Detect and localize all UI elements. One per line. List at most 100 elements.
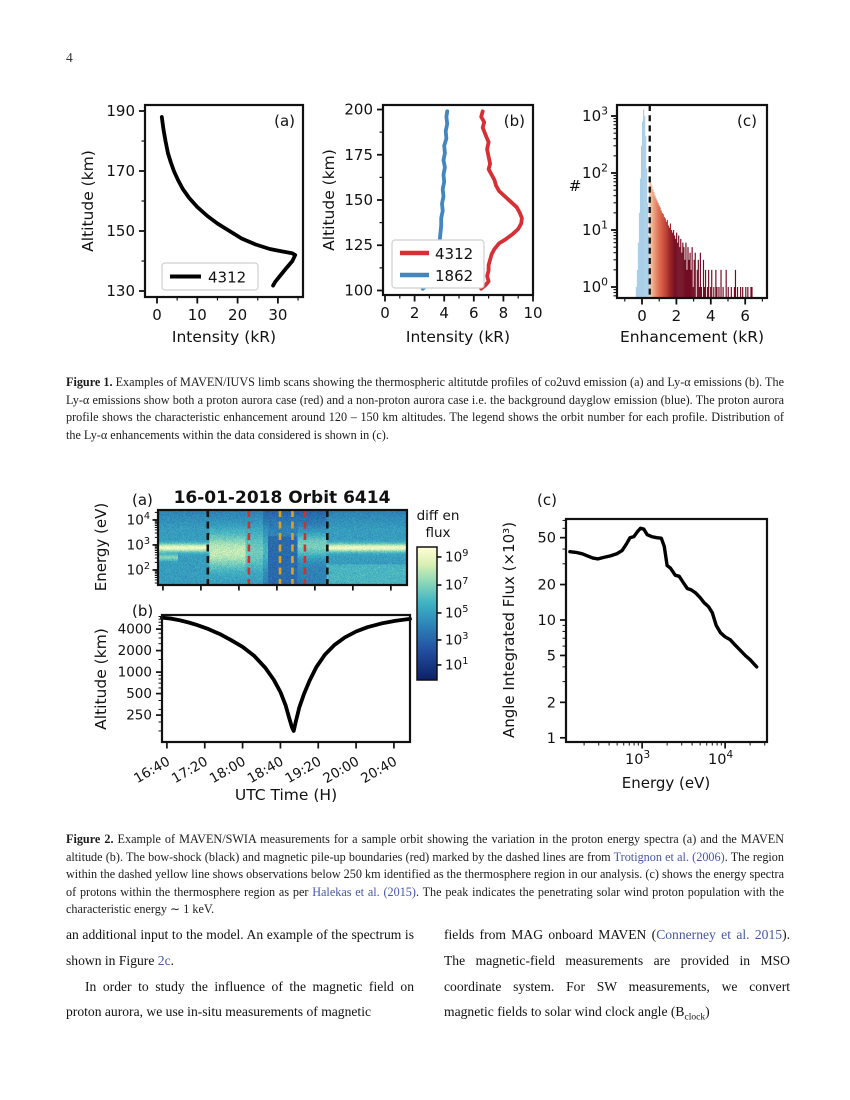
panel-letter: (a) bbox=[274, 112, 295, 130]
y-tick-label: 1 bbox=[547, 731, 556, 747]
citation-link[interactable]: Halekas et al. (2015) bbox=[312, 884, 416, 899]
y-tick-label: 100 bbox=[582, 276, 608, 296]
histogram-bar bbox=[656, 200, 658, 298]
histogram-bar bbox=[704, 269, 707, 298]
histogram-bar bbox=[689, 252, 691, 298]
histogram-bar bbox=[639, 178, 642, 298]
body-column-right: fields from MAG onboard MAVEN (Connerney… bbox=[444, 922, 790, 1032]
x-tick-label: 0 bbox=[152, 306, 162, 324]
y-tick-label: 102 bbox=[582, 162, 608, 182]
y-tick-label: 1000 bbox=[118, 665, 152, 681]
histogram-bar bbox=[678, 235, 680, 298]
histogram-bar bbox=[708, 269, 710, 298]
x-tick-label: 20:40 bbox=[358, 754, 400, 787]
histogram-bar bbox=[682, 242, 684, 298]
y-tick-label: 125 bbox=[344, 236, 373, 254]
legend-label: 4312 bbox=[208, 269, 246, 287]
y-axis-label: Altitude (km) bbox=[320, 149, 338, 251]
x-tick-label: 6 bbox=[469, 304, 479, 322]
histogram-bar bbox=[651, 185, 653, 298]
panel-letter: (b) bbox=[132, 602, 153, 620]
histogram-bar bbox=[685, 242, 687, 298]
histogram-bar bbox=[688, 259, 690, 298]
histogram-bar bbox=[636, 269, 639, 298]
colorbar-tick-label: 103 bbox=[445, 631, 468, 649]
y-tick-label: 170 bbox=[106, 162, 135, 180]
histogram-bar bbox=[694, 252, 696, 298]
co2uvd-profile-curve bbox=[159, 115, 298, 288]
x-tick-label: 10 bbox=[523, 304, 542, 322]
panel-letter: (a) bbox=[132, 491, 153, 509]
histogram-bar bbox=[730, 287, 732, 298]
histogram-bar bbox=[668, 227, 671, 298]
citation-link[interactable]: Connerney et al. 2015 bbox=[656, 927, 783, 942]
y-tick-label: 190 bbox=[106, 102, 135, 120]
x-axis-label: UTC Time (H) bbox=[235, 786, 337, 804]
histogram-bar bbox=[655, 198, 657, 298]
histogram-bar bbox=[740, 287, 742, 298]
histogram-bar bbox=[680, 238, 682, 298]
y-tick-label: 103 bbox=[582, 105, 608, 125]
y-tick-label: 150 bbox=[106, 222, 135, 240]
histogram-bar bbox=[686, 269, 688, 298]
histogram-bar bbox=[638, 212, 641, 298]
histogram-bar bbox=[647, 202, 649, 298]
histogram-bar bbox=[692, 287, 694, 298]
histogram-bar bbox=[669, 223, 672, 298]
histogram-bar bbox=[725, 269, 727, 298]
fig2a-frame bbox=[156, 508, 409, 587]
histogram-bar bbox=[684, 259, 686, 298]
x-tick-label: 2 bbox=[672, 307, 682, 325]
colorbar-tick-label: 105 bbox=[445, 604, 468, 622]
histogram-bar bbox=[698, 287, 700, 298]
histogram-bar bbox=[648, 235, 650, 298]
histogram-bar bbox=[715, 269, 717, 298]
histogram-bar bbox=[672, 230, 675, 298]
histogram-bar bbox=[696, 269, 698, 298]
citation-link[interactable]: Trotignon et al. (2006) bbox=[613, 849, 725, 864]
histogram-bar bbox=[675, 238, 677, 298]
histogram-bar bbox=[691, 247, 693, 298]
histogram-bar bbox=[677, 242, 679, 298]
panel-letter: (c) bbox=[537, 491, 557, 509]
y-tick-label: 4000 bbox=[118, 622, 152, 638]
x-tick-label: 16:40 bbox=[131, 754, 173, 787]
histogram-bar bbox=[653, 192, 655, 298]
histogram-bar bbox=[637, 242, 640, 298]
x-tick-label: 0 bbox=[380, 304, 390, 322]
proton-spectrum-curve bbox=[568, 526, 759, 669]
histogram-bar bbox=[659, 207, 661, 298]
x-axis-label: Energy (eV) bbox=[622, 774, 710, 792]
x-axis-label: Enhancement (kR) bbox=[620, 328, 764, 346]
histogram-bar bbox=[702, 259, 705, 298]
histogram-bar bbox=[720, 269, 722, 298]
x-tick-label: 4 bbox=[706, 307, 716, 325]
y-tick-label: 200 bbox=[344, 101, 373, 119]
y-tick-label: 130 bbox=[106, 282, 135, 300]
histogram-bar bbox=[710, 287, 712, 298]
x-tick-label: 17:20 bbox=[169, 754, 211, 787]
histogram-bar bbox=[670, 230, 673, 298]
x-tick-label: 103 bbox=[625, 749, 650, 768]
histogram-bar bbox=[645, 135, 647, 298]
fig1a-legend-box bbox=[161, 262, 259, 291]
fig1c-frame bbox=[615, 103, 769, 300]
histogram-bar bbox=[683, 247, 685, 298]
histogram-bar bbox=[707, 287, 709, 298]
figure1-caption: Figure 1. Examples of MAVEN/IUVS limb sc… bbox=[66, 375, 784, 442]
histogram-bar bbox=[646, 168, 648, 298]
x-tick-label: 4 bbox=[439, 304, 449, 322]
histogram-bar bbox=[703, 287, 706, 298]
x-tick-label: 6 bbox=[740, 307, 750, 325]
citation-link[interactable]: 2c bbox=[157, 952, 171, 968]
body-paragraph: fields from MAG onboard MAVEN (Connerney… bbox=[444, 927, 790, 1024]
histogram-bar bbox=[667, 225, 669, 298]
y-tick-label: 500 bbox=[126, 686, 152, 702]
y-tick-label: 10 bbox=[538, 613, 556, 629]
histogram-bar bbox=[665, 221, 667, 298]
histogram-bar bbox=[663, 216, 665, 298]
proton-energy-spectrogram bbox=[158, 510, 407, 585]
histogram-bar bbox=[722, 287, 724, 298]
histogram-bar bbox=[664, 218, 666, 298]
figure2-caption: Figure 2. Example of MAVEN/SWIA measurem… bbox=[66, 832, 784, 917]
